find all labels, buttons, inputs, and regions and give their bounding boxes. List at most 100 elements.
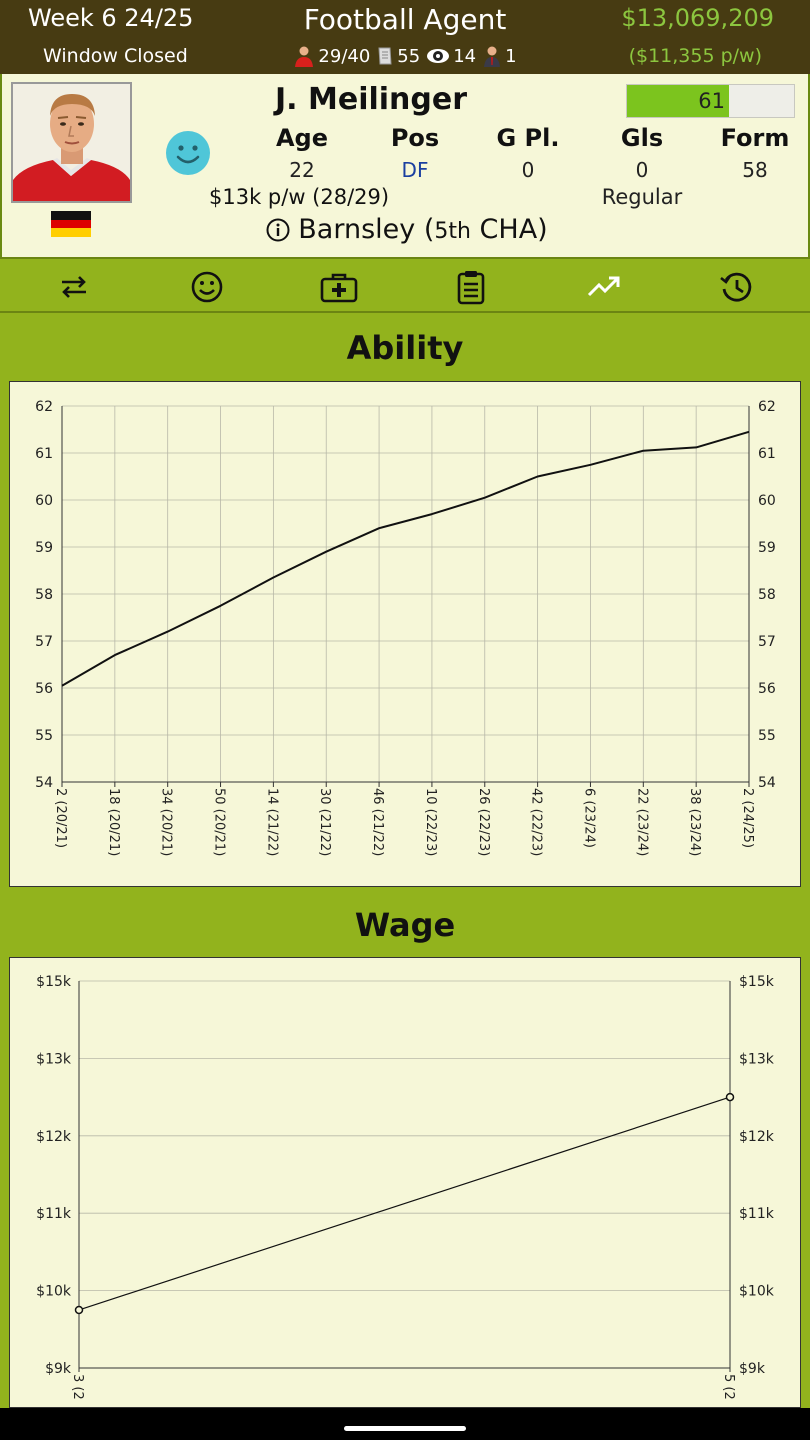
y-tick-label: 59 xyxy=(35,540,53,556)
stat-scouting[interactable]: 14 xyxy=(426,45,476,67)
transfer-window-status: Window Closed xyxy=(43,45,188,67)
y-tick-label: 60 xyxy=(35,493,53,509)
player-panel: J. Meilinger 61 Age Pos G Pl. Gls Form 2… xyxy=(0,74,810,257)
y-tick-label: 54 xyxy=(35,775,53,791)
mood-smile-icon xyxy=(191,271,223,303)
y-tick-label-right: 58 xyxy=(758,587,776,603)
club-rank: 5th xyxy=(434,219,471,244)
games-played-header: G Pl. xyxy=(496,124,560,152)
scout-eye-icon xyxy=(427,49,450,63)
club-name: Barnsley (5th CHA) xyxy=(298,214,548,245)
x-tick-label: 3 (2 xyxy=(70,1374,85,1400)
y-tick-label-right: $9k xyxy=(739,1361,766,1377)
form-value: 58 xyxy=(742,158,768,182)
x-tick-label: 10 (22/23) xyxy=(423,788,438,856)
player-wage: $13k p/w (28/29) xyxy=(209,185,390,209)
x-tick-label: 5 (2 xyxy=(721,1374,736,1400)
player-portrait xyxy=(11,82,132,203)
progress-content: Ability 54 54 55 55 56 56 57 57 58 58 59 59 60 60 61 61… xyxy=(0,313,810,1408)
y-tick-label-right: 54 xyxy=(758,775,776,791)
y-tick-label-right: $13k xyxy=(739,1051,775,1067)
ability-series-line xyxy=(61,430,750,687)
ability-chart-svg: 54 54 55 55 56 56 57 57 58 58 59 59 60 60 61 61 62 62 2 (2… xyxy=(35,399,776,856)
x-tick-label: 34 (20/21) xyxy=(159,788,174,856)
goals-header: Gls xyxy=(620,124,664,152)
x-tick-label: 50 (20/21) xyxy=(212,788,227,856)
weekly-income: ($11,355 p/w) xyxy=(628,45,762,67)
x-tick-label: 18 (20/21) xyxy=(106,788,121,856)
y-tick-label-right: $15k xyxy=(739,974,775,990)
tab-morale[interactable] xyxy=(187,267,227,307)
tab-history[interactable] xyxy=(716,267,756,307)
games-played-value: 0 xyxy=(521,158,535,182)
x-tick-label: 2 (20/21) xyxy=(53,788,68,848)
form-header: Form xyxy=(720,124,790,152)
y-tick-label-right: 57 xyxy=(758,634,776,650)
system-nav-bar xyxy=(0,1408,810,1440)
ability-value: 61 xyxy=(698,89,725,113)
tab-transfers[interactable] xyxy=(54,267,94,307)
y-tick-label-right: 61 xyxy=(758,446,776,462)
x-tick-label: 30 (21/22) xyxy=(317,788,332,856)
y-tick-label-right: 60 xyxy=(758,493,776,509)
home-gesture-handle[interactable] xyxy=(344,1426,466,1431)
wage-series-line xyxy=(78,1096,731,1311)
wage-chart-svg: $9k $9k $10k $10k $11k $11k $12k $12k $13k $13k $1… xyxy=(36,974,775,1400)
ability-chart: 54 54 55 55 56 56 57 57 58 58 59 59 60 60 61 61 62 62 2 (2… xyxy=(9,381,801,887)
transfer-arrows-icon xyxy=(62,276,86,298)
x-tick-label: 46 (21/22) xyxy=(370,788,385,856)
happy-face-icon xyxy=(166,131,210,175)
x-tick-label: 38 (23/24) xyxy=(687,788,702,856)
trend-chart-icon xyxy=(587,276,620,297)
x-tick-label: 2 (24/25) xyxy=(740,788,755,848)
ability-bar-fill xyxy=(627,85,729,117)
y-tick-label: 55 xyxy=(35,728,53,744)
y-tick-label-right: $10k xyxy=(739,1284,775,1300)
app-title: Football Agent xyxy=(303,3,507,36)
y-tick-label: $9k xyxy=(45,1361,72,1377)
player-avatar-icon xyxy=(13,84,130,201)
y-tick-label: $11k xyxy=(36,1206,72,1222)
age-header: Age xyxy=(275,124,329,152)
history-icon xyxy=(720,272,752,302)
wage-point xyxy=(74,1305,84,1315)
y-tick-label-right: 59 xyxy=(758,540,776,556)
wage-section-title: Wage xyxy=(354,906,456,944)
y-tick-label-right: 62 xyxy=(758,399,776,415)
player-name: J. Meilinger xyxy=(274,82,468,117)
top-bar: Week 6 24/25 Window Closed Football Agen… xyxy=(0,0,810,74)
position-header: Pos xyxy=(390,124,440,152)
squad-status: Regular xyxy=(601,185,683,209)
wage-point xyxy=(725,1092,735,1102)
club-info[interactable]: Barnsley (5th CHA) xyxy=(2,214,810,245)
tab-medical[interactable] xyxy=(319,267,359,307)
player-tabs xyxy=(0,257,810,313)
y-tick-label: $10k xyxy=(36,1284,72,1300)
info-icon[interactable] xyxy=(266,218,290,242)
y-tick-label: 62 xyxy=(35,399,53,415)
stat-players[interactable]: 29/40 xyxy=(293,45,370,67)
agent-icon xyxy=(484,46,501,67)
y-tick-label: $15k xyxy=(36,974,72,990)
y-tick-label-right: $12k xyxy=(739,1129,775,1145)
y-tick-label: $12k xyxy=(36,1129,72,1145)
x-tick-label: 42 (22/23) xyxy=(529,788,544,856)
position-value: DF xyxy=(401,158,429,182)
player-icon xyxy=(295,46,314,67)
x-tick-label: 14 (21/22) xyxy=(264,788,279,856)
stat-contracts[interactable]: 55 xyxy=(376,45,420,67)
x-tick-label: 22 (23/24) xyxy=(634,788,649,856)
germany-flag-icon xyxy=(51,211,91,237)
ability-section-title: Ability xyxy=(346,329,464,367)
stat-agents[interactable]: 1 xyxy=(482,45,517,67)
week-label: Week 6 24/25 xyxy=(28,4,194,32)
tab-progress[interactable] xyxy=(584,267,624,307)
medical-kit-icon xyxy=(320,273,358,303)
y-tick-label: $13k xyxy=(36,1051,72,1067)
tab-reports[interactable] xyxy=(451,267,491,307)
wage-chart: $9k $9k $10k $10k $11k $11k $12k $12k $13k $13k $1… xyxy=(9,957,801,1408)
x-tick-label: 6 (23/24) xyxy=(581,788,596,848)
y-tick-label: 56 xyxy=(35,681,53,697)
y-tick-label-right: 55 xyxy=(758,728,776,744)
ability-bar: 61 xyxy=(626,84,795,118)
